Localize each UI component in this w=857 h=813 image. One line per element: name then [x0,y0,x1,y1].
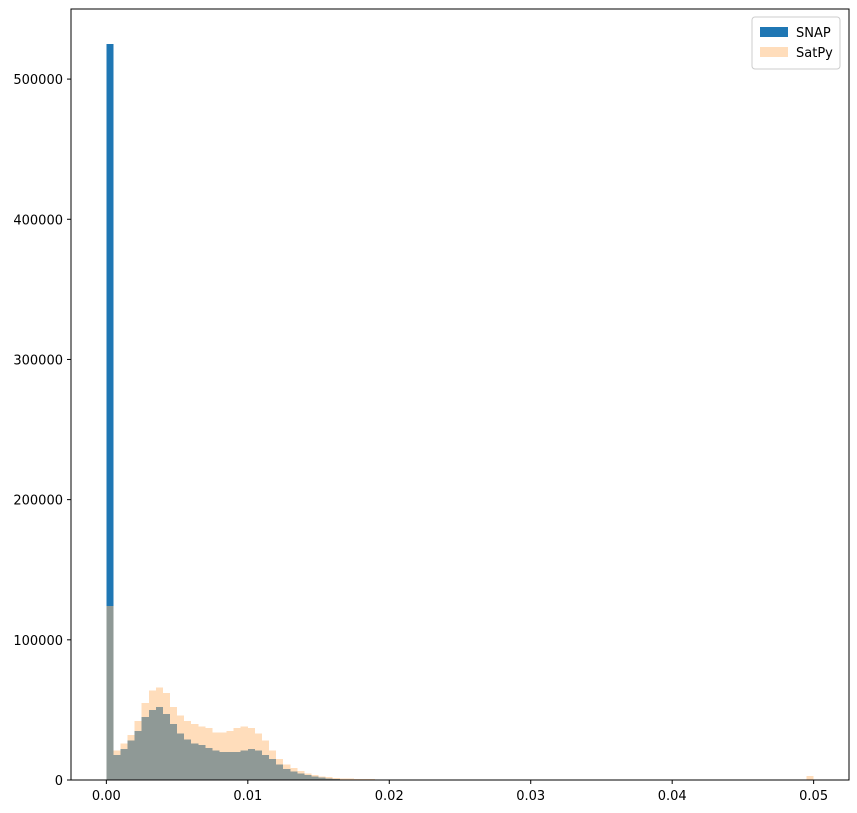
bar-satpy [304,773,312,780]
bar-satpy [332,777,340,780]
legend-swatch-snap [760,27,788,37]
series-satpy [106,606,814,780]
y-tick-label: 100000 [13,634,63,649]
x-tick-label: 0.00 [92,789,121,804]
x-axis: 0.00 0.01 0.02 0.03 0.04 0.05 [92,780,828,804]
y-tick-label: 200000 [13,494,63,509]
bar-satpy [141,702,149,780]
bar-satpy [311,775,319,780]
bar-satpy [276,758,284,780]
x-tick-label: 0.03 [516,789,545,804]
bar-satpy [325,777,333,780]
bar-satpy [148,690,156,780]
x-tick-label: 0.04 [658,789,687,804]
bar-satpy [162,693,171,780]
bar-satpy [120,743,128,780]
legend-swatch-satpy [760,47,788,57]
bar-satpy [226,730,234,780]
bar-satpy [806,775,814,780]
bar-satpy [205,728,213,780]
bar-satpy [127,735,135,780]
bar-satpy [346,778,354,780]
y-tick-label: 400000 [13,213,63,228]
axes-frame [70,8,850,781]
bar-satpy [212,732,220,780]
bar-satpy [339,778,347,780]
bar-satpy [198,726,206,780]
bar-satpy [269,750,277,780]
legend-label-satpy: SatPy [796,46,833,61]
bar-satpy [184,721,192,780]
x-tick-label: 0.02 [375,789,404,804]
legend-box [751,16,841,70]
bar-satpy [247,728,255,780]
bar-satpy [170,707,178,780]
bars-layer [106,44,814,780]
bar-satpy [219,732,227,780]
bar-satpy [177,715,185,780]
x-tick-label: 0.01 [233,789,262,804]
bar-satpy [240,726,248,780]
bar-snap [106,44,114,780]
bar-satpy [261,740,270,780]
bar-satpy [106,606,114,780]
bar-satpy [155,687,163,780]
bar-satpy [283,764,291,780]
y-tick-label: 300000 [13,353,63,368]
bar-satpy [191,723,199,780]
bar-satpy [353,778,361,780]
bar-satpy [113,750,121,780]
x-tick-label: 0.05 [799,789,828,804]
bar-satpy [134,721,142,780]
y-tick-label: 0 [55,774,63,789]
bar-satpy [297,770,305,780]
legend: SNAP SatPy [751,16,841,70]
legend-label-snap: SNAP [796,26,831,41]
bar-satpy [318,776,326,780]
bar-satpy [254,733,262,780]
bar-satpy [290,768,298,780]
bar-satpy [233,728,241,780]
y-axis: 0 100000 200000 300000 400000 500000 [13,73,71,789]
y-tick-label: 500000 [13,73,63,88]
